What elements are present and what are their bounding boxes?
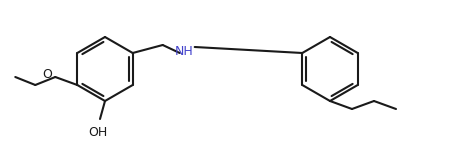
Text: OH: OH (88, 126, 108, 139)
Text: O: O (42, 67, 52, 81)
Text: NH: NH (175, 45, 193, 57)
